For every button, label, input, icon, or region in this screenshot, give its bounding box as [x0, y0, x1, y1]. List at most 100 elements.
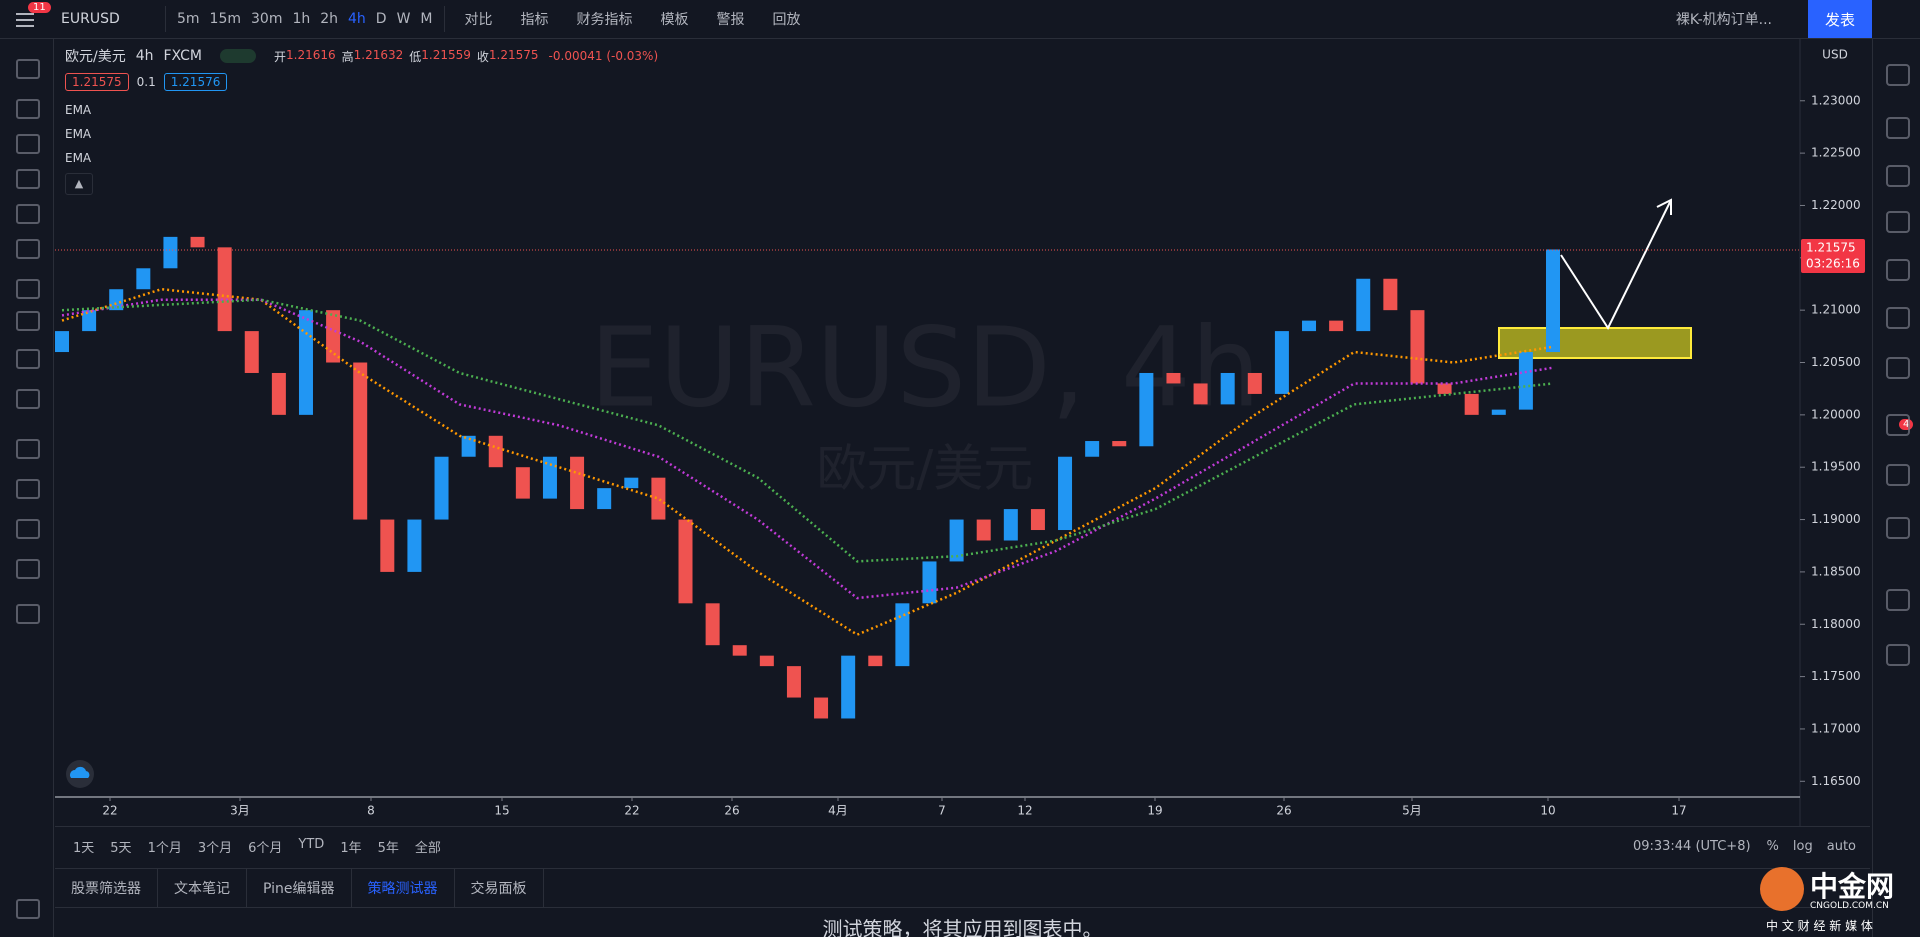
scale-option[interactable]: auto [1826, 838, 1856, 854]
currency-label: USD [1822, 48, 1848, 62]
range[interactable]: 5年 [377, 840, 399, 856]
tool-icon[interactable] [16, 389, 40, 409]
tab[interactable]: Pine编辑器 [247, 869, 352, 907]
side-icon[interactable] [1886, 165, 1910, 187]
side-icon[interactable] [1886, 117, 1910, 139]
range[interactable]: 1个月 [147, 840, 182, 856]
tool-icon[interactable] [16, 559, 40, 579]
side-icon[interactable] [1886, 259, 1910, 281]
ohlc-item: 低 1.21559 [409, 48, 471, 65]
candle-body [624, 477, 639, 489]
bottom-toolbar: 1天 5天 1个月 3个月 6个月 YTD 1年 5年 全部 09:33:44 (UTC+8) … [55, 826, 1870, 865]
range[interactable]: 3个月 [197, 840, 233, 856]
tool-icon[interactable] [16, 519, 40, 539]
interval[interactable]: 30m [251, 11, 283, 27]
interval[interactable]: 1h [292, 11, 311, 27]
symbol[interactable]: EURUSD [61, 11, 120, 27]
y-tick-label: 1.17000 [1811, 721, 1861, 735]
tool-button[interactable]: 财务指标 [576, 12, 633, 28]
bottom-tabs: 股票筛选器 文本笔记 Pine编辑器 策略测试器 交易面板 [55, 868, 1870, 908]
layout-name[interactable]: 裸K-机构订单... [1675, 12, 1772, 28]
tool-icon[interactable] [16, 899, 40, 919]
scale-option[interactable]: log [1792, 838, 1813, 854]
side-icon[interactable] [1886, 64, 1910, 86]
y-tick-label: 1.19500 [1811, 460, 1861, 474]
indicator[interactable]: EMA [65, 151, 92, 165]
interval[interactable]: 5m [177, 11, 200, 27]
side-icon[interactable] [1886, 464, 1910, 486]
candle-body [949, 519, 964, 562]
tool-icon[interactable] [16, 59, 40, 79]
interval[interactable]: D [375, 11, 387, 27]
tab[interactable]: 交易面板 [455, 869, 544, 907]
indicator[interactable]: EMA [65, 127, 92, 141]
collapse-button[interactable]: ▲ [65, 173, 93, 195]
scale-option[interactable]: % [1766, 838, 1779, 854]
tool-icon[interactable] [16, 279, 40, 299]
tab[interactable]: 文本笔记 [158, 869, 247, 907]
tab[interactable]: 股票筛选器 [55, 869, 158, 907]
x-tick-label: 5月 [1402, 804, 1422, 818]
legend-symbol: 欧元/美元 [65, 49, 126, 65]
ask[interactable]: 1.21576 [163, 73, 228, 91]
candle-body [570, 456, 585, 510]
candle-body [190, 236, 205, 248]
range[interactable]: 5天 [110, 840, 132, 856]
side-icon[interactable] [1886, 517, 1910, 539]
x-tick-label: 17 [1671, 804, 1686, 818]
ohlc-item: 收 1.21575 [477, 48, 539, 65]
status-pill [219, 49, 256, 63]
tool-icon[interactable] [16, 99, 40, 119]
side-toolbar: 4 [1872, 39, 1920, 937]
side-icon[interactable] [1886, 644, 1910, 666]
side-icon[interactable] [1886, 357, 1910, 379]
interval[interactable]: 15m [209, 11, 241, 27]
tool-button[interactable]: 模板 [660, 12, 689, 28]
tab[interactable]: 策略测试器 [352, 869, 455, 907]
tool-icon[interactable] [16, 604, 40, 624]
tool-icon[interactable] [16, 479, 40, 499]
side-icon[interactable] [1886, 589, 1910, 611]
price-label: 1.21575 [1806, 240, 1856, 254]
tool-button[interactable]: 回放 [772, 12, 801, 28]
interval[interactable]: W [396, 11, 411, 27]
tool-button[interactable]: 对比 [464, 12, 493, 28]
candle-body [705, 603, 720, 646]
range[interactable]: 全部 [414, 840, 441, 856]
range[interactable]: 6个月 [248, 840, 283, 856]
interval[interactable]: 2h [320, 11, 339, 27]
tool-icon[interactable] [16, 349, 40, 369]
candle-body [1166, 372, 1181, 384]
bid[interactable]: 1.21575 [65, 73, 129, 91]
y-tick-label: 1.22500 [1811, 146, 1861, 160]
side-icon[interactable] [1886, 414, 1910, 436]
candle-body [515, 467, 530, 499]
candle-body [1464, 393, 1479, 415]
menu[interactable]: 11 [0, 0, 53, 38]
ema-line [61, 298, 1554, 563]
candle-body [1274, 331, 1289, 394]
range[interactable]: YTD [298, 836, 325, 852]
candle-body [217, 247, 232, 332]
tool-icon[interactable] [16, 311, 40, 331]
interval[interactable]: M [420, 11, 433, 27]
publish-button[interactable]: 发表 [1808, 0, 1872, 38]
tool-button[interactable]: 警报 [716, 12, 745, 28]
side-icon[interactable] [1886, 307, 1910, 329]
ohlc-label: 收 [476, 49, 489, 64]
range[interactable]: 1天 [73, 840, 95, 856]
candle-body [814, 697, 829, 719]
range[interactable]: 1年 [340, 840, 362, 856]
ohlc-label: 低 [409, 49, 422, 64]
interval[interactable]: 4h [348, 11, 366, 27]
tool-icon[interactable] [16, 439, 40, 459]
tool-icon[interactable] [16, 134, 40, 154]
ema-line [61, 298, 1554, 600]
tool-icon[interactable] [16, 204, 40, 224]
tool-icon[interactable] [16, 239, 40, 259]
indicator[interactable]: EMA [65, 103, 92, 117]
tool-button[interactable]: 指标 [520, 12, 549, 28]
tool-icon[interactable] [16, 169, 40, 189]
side-icon[interactable] [1886, 211, 1910, 233]
